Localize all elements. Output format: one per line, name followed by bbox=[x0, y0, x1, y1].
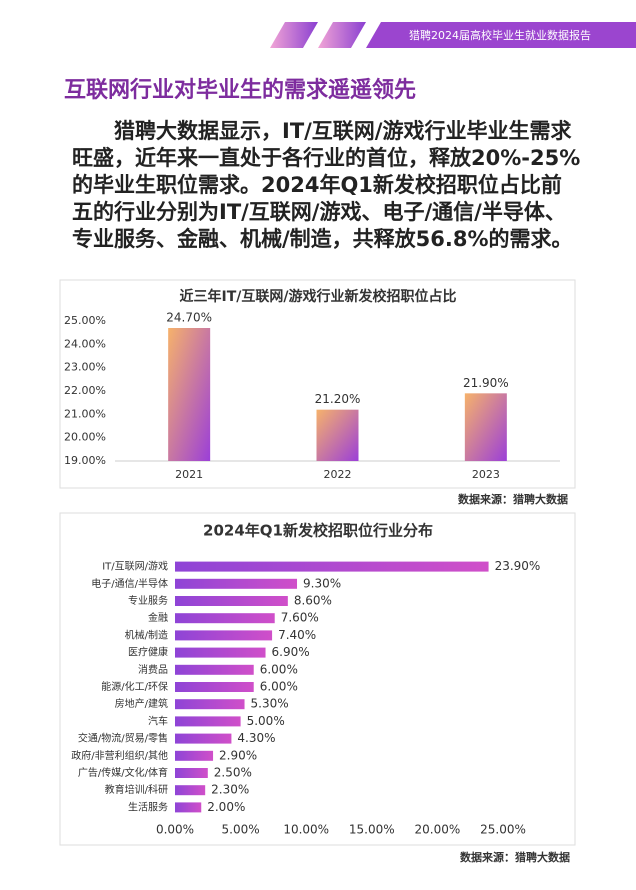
y-tick-label: 24.00% bbox=[64, 337, 106, 350]
bar bbox=[175, 647, 266, 658]
x-tick-label: 0.00% bbox=[156, 823, 194, 837]
value-label: 21.20% bbox=[315, 392, 361, 406]
header-title: 猎聘2024届高校毕业生就业数据报告 bbox=[409, 28, 591, 42]
value-label: 6.00% bbox=[260, 680, 298, 694]
value-label: 6.90% bbox=[272, 645, 310, 659]
x-tick-label: 20.00% bbox=[415, 823, 461, 837]
y-tick-label: 教育培训/科研 bbox=[105, 783, 168, 796]
bar bbox=[175, 664, 254, 675]
bar bbox=[175, 785, 206, 796]
chart-title: 2024年Q1新发校招职位行业分布 bbox=[203, 522, 433, 540]
chart-frame bbox=[59, 512, 576, 846]
y-tick-label: 19.00% bbox=[64, 454, 106, 467]
section-heading: 互联网行业对毕业生的需求遥遥领先 bbox=[64, 78, 417, 103]
chart-frame bbox=[59, 279, 576, 489]
y-tick-label: 22.00% bbox=[64, 384, 106, 397]
chart: 2024年Q1新发校招职位行业分布 0.00% 5.00% 10.00% 15.00% 2… bbox=[59, 512, 576, 864]
bar bbox=[175, 716, 241, 727]
y-tick-label: 20.00% bbox=[64, 431, 106, 444]
source: 数据来源：猎聘大数据 bbox=[458, 492, 568, 505]
value-label: 7.40% bbox=[278, 628, 316, 642]
y-tick-label: 23.00% bbox=[64, 361, 106, 374]
y-tick-label: 交通/物流/贸易/零售 bbox=[78, 732, 168, 745]
y-tick-label: 政府/非营利组织/其他 bbox=[71, 749, 168, 762]
y-tick-label: 生活服务 bbox=[128, 800, 168, 813]
value-label: 5.00% bbox=[247, 714, 285, 728]
value-label: 5.30% bbox=[251, 697, 289, 711]
bar bbox=[175, 682, 254, 692]
bar bbox=[175, 578, 298, 589]
value-label: 6.00% bbox=[260, 662, 298, 676]
bar bbox=[175, 630, 273, 641]
x-tick-label: 2021 bbox=[175, 468, 203, 481]
bar bbox=[175, 750, 214, 761]
y-tick-label: 电子/通信/半导体 bbox=[91, 577, 168, 590]
y-tick-label: IT/互联网/游戏 bbox=[102, 560, 168, 573]
y-tick-label: 医疗健康 bbox=[128, 646, 168, 659]
x-tick-label: 15.00% bbox=[349, 823, 395, 837]
value-label: 4.30% bbox=[237, 731, 275, 745]
bar bbox=[168, 328, 211, 461]
bar bbox=[175, 802, 202, 813]
value-label: 2.00% bbox=[207, 800, 245, 814]
x-tick-label: 10.00% bbox=[283, 823, 329, 837]
header-bar bbox=[366, 22, 636, 48]
x-tick-label: 2022 bbox=[324, 468, 352, 481]
bar bbox=[464, 393, 507, 461]
y-tick-label: 房地产/建筑 bbox=[115, 697, 168, 710]
value-label: 23.90% bbox=[495, 559, 541, 573]
value-label: 2.50% bbox=[214, 766, 252, 780]
bar bbox=[316, 409, 359, 461]
value-label: 8.60% bbox=[294, 594, 332, 608]
bar bbox=[175, 733, 232, 744]
value-label: 24.70% bbox=[166, 311, 212, 325]
value-label: 7.60% bbox=[281, 611, 319, 625]
value-label: 9.30% bbox=[303, 576, 341, 590]
bar bbox=[175, 699, 245, 710]
y-tick-label: 机械/制造 bbox=[125, 628, 168, 641]
value-label: 2.30% bbox=[211, 783, 249, 797]
decor-stripe bbox=[318, 22, 366, 48]
bar bbox=[175, 613, 275, 624]
y-tick-label: 能源/化工/环保 bbox=[101, 680, 168, 693]
decor-stripe bbox=[270, 22, 318, 48]
y-tick-label: 广告/传媒/文化/体育 bbox=[78, 766, 168, 779]
x-tick-label: 5.00% bbox=[222, 823, 260, 837]
y-tick-label: 消费品 bbox=[138, 663, 168, 676]
paragraph: 猎聘大数据显示，IT/互联网/游戏行业毕业生需求旺盛，近年来一直处于各行业的首位… bbox=[72, 119, 581, 251]
value-label: 21.90% bbox=[463, 376, 509, 390]
chart: 近三年IT/互联网/游戏行业新发校招职位占比 19.00% 20.00% 21.00%… bbox=[59, 279, 576, 505]
bar bbox=[175, 596, 288, 606]
y-tick-label: 21.00% bbox=[64, 407, 106, 420]
y-tick-label: 25.00% bbox=[64, 314, 106, 327]
bar bbox=[175, 768, 208, 778]
bar bbox=[175, 561, 489, 572]
value-label: 2.90% bbox=[219, 748, 257, 762]
y-tick-label: 专业服务 bbox=[128, 594, 168, 607]
chart-title: 近三年IT/互联网/游戏行业新发校招职位占比 bbox=[180, 288, 457, 305]
source: 数据来源：猎聘大数据 bbox=[460, 850, 570, 864]
y-tick-label: 汽车 bbox=[148, 714, 168, 727]
y-tick-label: 金融 bbox=[148, 611, 168, 624]
x-tick-label: 25.00% bbox=[480, 823, 526, 837]
x-tick-label: 2023 bbox=[472, 468, 500, 481]
header-band: 猎聘2024届高校毕业生就业数据报告 bbox=[270, 22, 636, 48]
